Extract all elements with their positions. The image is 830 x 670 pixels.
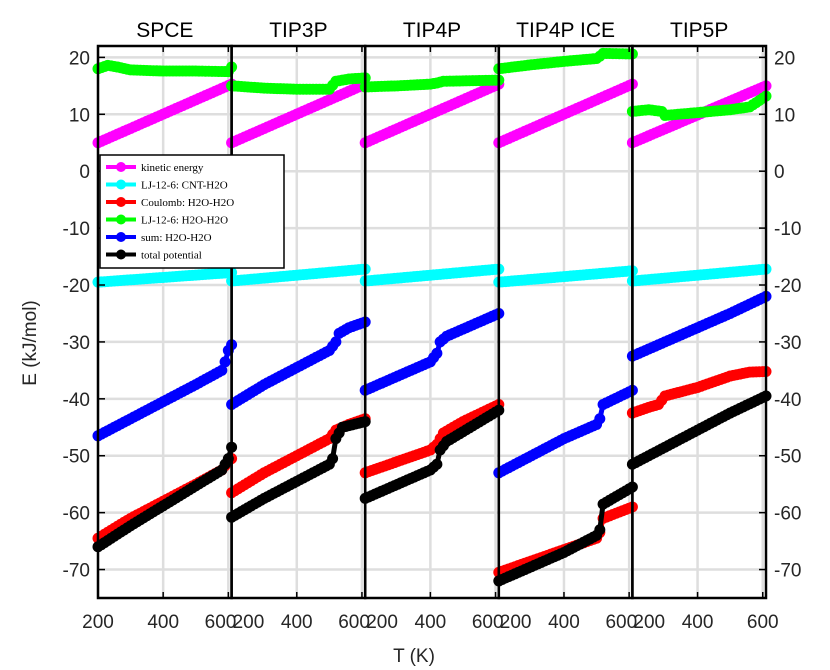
data-point [594,413,606,425]
y-tick-label-right: -20 [774,276,801,297]
y-tick-label-left: 0 [79,162,90,183]
y-tick-label-right: 10 [774,105,795,126]
x-tick-label: 200 [233,612,265,633]
x-tick-label: 200 [366,612,398,633]
y-tick-label-left: -20 [63,276,90,297]
legend-swatch-marker [116,232,126,242]
y-tick-label-right: -40 [774,390,801,411]
y-tick-label-right: 0 [774,162,785,183]
y-tick-label-right: -10 [774,219,801,240]
series-layer [92,47,772,587]
data-point [330,336,342,348]
x-tick-label: 400 [682,612,714,633]
data-point [219,356,231,368]
panel-title: SPCE [136,19,193,42]
legend: kinetic energy LJ-12-6: CNT-H2O Coulomb: H… [99,154,285,269]
y-tick-label-left: -30 [63,333,90,354]
x-axis-label: T (K) [393,646,435,667]
legend-box [99,154,285,269]
x-tick-label: 600 [338,612,370,633]
legend-swatch-marker [116,179,126,190]
x-tick-label: 600 [205,612,237,633]
legend-label: LJ-12-6: CNT-H2O [141,180,228,192]
x-tick-label: 600 [472,612,504,633]
panel-frame [631,44,768,600]
legend-swatch-marker [116,197,126,207]
x-tick-label: 400 [415,612,447,633]
x-tick-label: 400 [548,612,580,633]
legend-label: LJ-12-6: H2O-H2O [141,215,228,227]
panel-title: TIP4P [403,19,461,42]
y-tick-label-right: -50 [774,447,801,468]
x-tick-label: 200 [82,612,114,633]
data-point [431,458,443,470]
legend-label: total potential [141,250,202,262]
legend-label: kinetic energy [141,162,204,174]
x-tick-label: 400 [281,612,313,633]
legend-swatch-marker [116,249,126,260]
y-tick-label-right: -30 [774,333,801,354]
y-tick-label-left: 20 [69,48,90,69]
data-point [327,453,339,465]
y-tick-label-right: 20 [774,48,795,69]
legend-label: Coulomb: H2O-H2O [141,197,234,209]
data-point [594,524,606,536]
y-tick-label-right: -60 [774,504,801,525]
y-tick-label-right: -70 [774,561,801,582]
x-tick-label: 600 [605,612,637,633]
y-tick-label-left: -50 [63,447,90,468]
panel-title: TIP4P ICE [516,19,615,42]
x-tick-label: 600 [747,612,779,633]
y-tick-label-left: -60 [63,504,90,525]
y-axis-label: E (kJ/mol) [20,300,41,386]
x-tick-label: 200 [500,612,532,633]
panel-title: TIP5P [670,19,728,42]
x-tick-label: 400 [147,612,179,633]
y-tick-label-left: -10 [63,219,90,240]
y-tick-label-left: -70 [63,561,90,582]
x-tick-label: 200 [633,612,665,633]
legend-label: sum: H2O-H2O [141,232,212,244]
y-tick-label-left: 10 [69,105,90,126]
data-point [431,347,443,359]
panel-title: TIP3P [269,19,327,42]
legend-swatch-marker [116,214,126,225]
y-tick-label-left: -40 [63,390,90,411]
data-point [216,364,228,376]
legend-swatch-marker [116,162,126,172]
